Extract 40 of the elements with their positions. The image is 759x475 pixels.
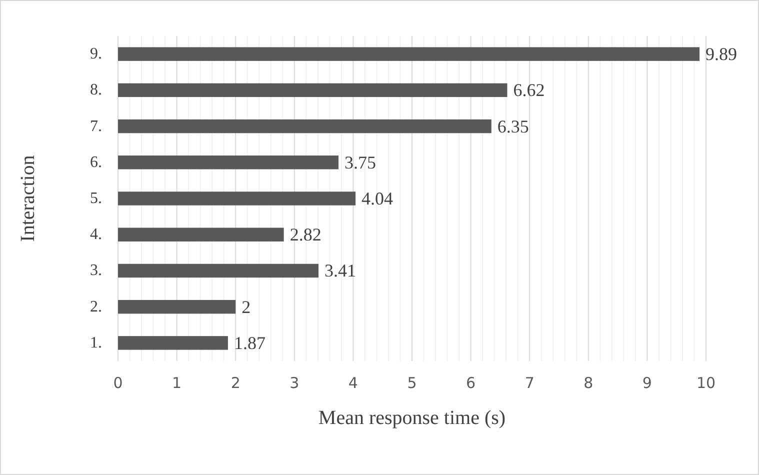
data-label: 9.89 — [706, 44, 738, 64]
data-label: 3.41 — [324, 260, 356, 281]
x-tick-label: 7 — [524, 374, 534, 392]
y-tick-label: 5. — [90, 190, 102, 207]
y-tick-label: 6. — [90, 154, 102, 171]
x-tick-label: 5 — [407, 374, 417, 392]
y-axis-title: Interaction — [17, 155, 39, 242]
x-tick-label: 3 — [290, 374, 300, 392]
bar — [118, 47, 700, 61]
x-tick-label: 1 — [172, 374, 182, 392]
x-tick-label: 10 — [696, 374, 716, 392]
bar — [118, 192, 356, 206]
bar — [118, 264, 319, 278]
x-tick-label: 9 — [642, 374, 652, 392]
data-label: 2.82 — [290, 224, 322, 245]
y-tick-label: 3. — [90, 262, 102, 280]
x-axis-title: Mean response time (s) — [318, 407, 506, 429]
bar — [118, 336, 228, 350]
y-tick-label: 8. — [90, 82, 102, 99]
y-tick-label: 9. — [90, 46, 102, 63]
data-label: 6.35 — [497, 116, 529, 136]
x-tick-label: 2 — [230, 374, 240, 392]
x-tick-label: 6 — [466, 374, 476, 392]
x-tick-label: 4 — [348, 374, 358, 392]
bar — [118, 300, 236, 314]
y-tick-label: 7. — [90, 118, 102, 135]
data-label: 4.04 — [362, 188, 394, 208]
bar — [118, 83, 508, 98]
y-tick-label: 1. — [90, 334, 102, 352]
y-tick-label: 4. — [90, 226, 102, 244]
bar — [118, 228, 284, 242]
y-tick-label: 2. — [90, 298, 102, 316]
bar — [118, 156, 338, 170]
data-label: 2 — [242, 296, 251, 317]
data-label: 6.62 — [513, 80, 545, 100]
x-tick-label: 8 — [584, 374, 594, 392]
data-label: 3.75 — [344, 152, 376, 172]
x-tick-label: 0 — [113, 374, 123, 392]
bar — [118, 119, 492, 134]
data-label: 1.87 — [234, 332, 266, 353]
